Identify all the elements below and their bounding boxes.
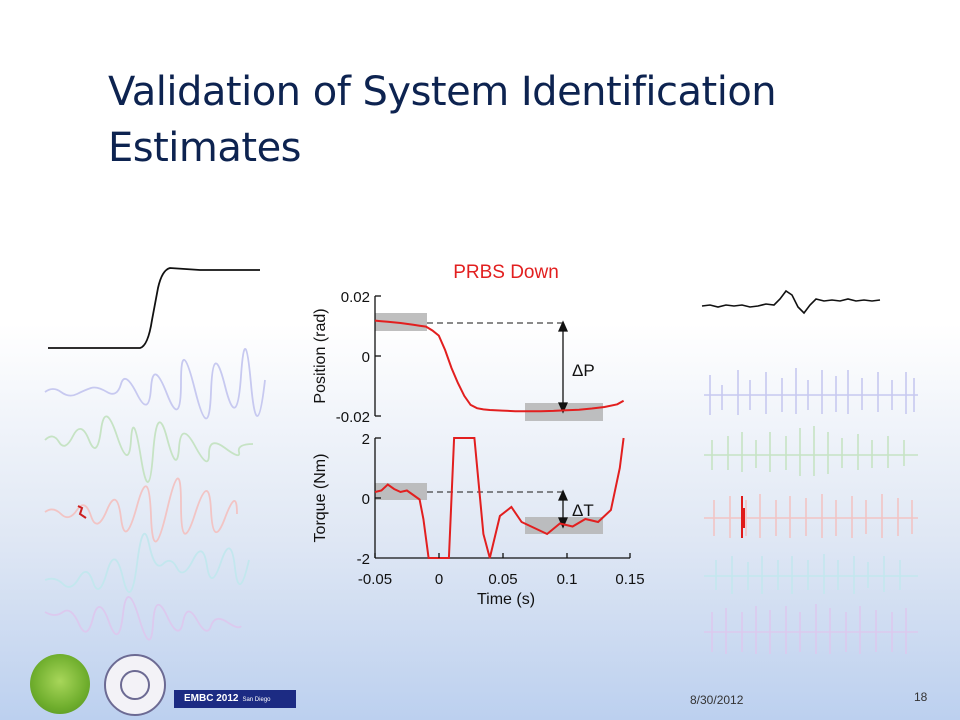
delta-p-arrow <box>557 320 569 414</box>
right-emg-red <box>704 494 918 538</box>
position-post-window <box>525 403 603 421</box>
torque-panel: ΔT 2 0 -2 Torque (Nm) <box>312 431 630 568</box>
xtick-label-0: -0.05 <box>358 571 392 588</box>
left-trace-red <box>44 477 238 543</box>
position-ylabel: Position (rad) <box>312 308 329 403</box>
position-panel: ΔP 0.02 0 -0.02 Position (rad) <box>312 289 625 426</box>
university-seal-logo <box>104 654 166 716</box>
position-pre-window <box>375 313 427 331</box>
xtick-label-1: 0 <box>435 571 443 588</box>
torque-ytick-label-bot: -2 <box>357 551 370 568</box>
slide-number: 18 <box>914 690 928 704</box>
position-data-line <box>374 319 625 413</box>
slide-date: 8/30/2012 <box>690 693 744 707</box>
position-ytick-label-bot: -0.02 <box>336 409 370 426</box>
tree-logo <box>30 654 90 714</box>
right-emg-panel <box>701 289 918 654</box>
left-trace-green <box>44 415 254 483</box>
delta-p-label: ΔP <box>572 361 595 380</box>
chart-title: PRBS Down <box>453 262 559 283</box>
xtick-label-2: 0.05 <box>488 571 517 588</box>
left-trace-blue <box>44 348 266 420</box>
torque-data-line <box>374 437 625 559</box>
torque-ylabel: Torque (Nm) <box>312 454 329 543</box>
right-emg-purple <box>704 604 918 654</box>
xlabel: Time (s) <box>477 591 535 608</box>
position-ytick-label-mid: 0 <box>362 349 370 366</box>
left-trace-purple <box>44 596 242 641</box>
conference-badge-text: EMBC 2012 <box>184 693 239 704</box>
title-line-2: Estimates <box>108 125 302 171</box>
delta-t-label: ΔT <box>572 501 594 520</box>
title-line-1: Validation of System Identification <box>108 69 777 115</box>
xtick-label-4: 0.15 <box>615 571 644 588</box>
conference-location: San Diego <box>242 697 271 703</box>
right-torque-trace <box>701 289 881 315</box>
left-trace-cyan <box>44 532 250 593</box>
position-ytick-label-top: 0.02 <box>341 289 370 306</box>
right-emg-cyan <box>704 554 918 594</box>
xtick-label-3: 0.1 <box>557 571 578 588</box>
torque-ytick-label-top: 2 <box>362 431 370 448</box>
right-emg-blue <box>704 368 918 415</box>
delta-t-arrow <box>557 489 569 529</box>
torque-ytick-label-mid: 0 <box>362 491 370 508</box>
right-emg-green <box>704 426 918 476</box>
conference-badge: EMBC 2012 San Diego <box>174 690 296 708</box>
left-trace-red-highlight <box>77 505 87 519</box>
prbs-chart: PRBS Down ΔP 0.02 0 -0.02 Position (rad) <box>312 262 645 608</box>
left-position-trace <box>48 267 260 349</box>
right-emg-red-highlight <box>741 496 745 538</box>
left-emg-panel <box>44 267 266 641</box>
x-axis-ticks <box>374 553 631 558</box>
slide-title: Validation of System Identification Esti… <box>108 64 908 176</box>
